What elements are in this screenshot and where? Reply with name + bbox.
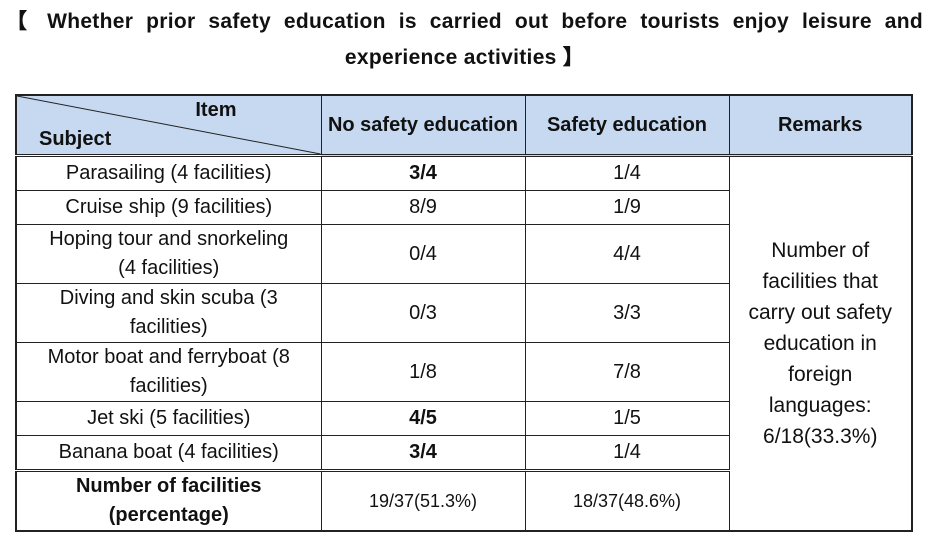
header-no-safety: No safety education (320, 94, 526, 157)
row-no-safety: 0/3 (320, 283, 526, 343)
row-safety: 3/3 (524, 283, 730, 343)
row-no-safety: 3/4 (320, 155, 526, 191)
total-label: Number of facilities (percentage) (15, 469, 322, 532)
table-title-line-2: experience activities 】 (344, 46, 585, 69)
row-no-safety: 8/9 (320, 190, 526, 225)
row-subject: Parasailing (4 facilities) (15, 155, 322, 191)
total-no-safety: 19/37(51.3%) (320, 469, 526, 532)
row-subject: Cruise ship (9 facilities) (15, 190, 322, 225)
table-row: Hoping tour and snorkeling (4 facilities… (15, 224, 912, 284)
row-subject: Jet ski (5 facilities) (15, 401, 322, 436)
total-safety: 18/37(48.6%) (524, 469, 730, 532)
header-remarks: Remarks (728, 94, 913, 157)
row-subject: Banana boat (4 facilities) (15, 435, 322, 471)
row-safety: 1/4 (524, 435, 730, 471)
row-safety: 7/8 (524, 342, 730, 402)
table-row: Motor boat and ferryboat (8 facilities) … (15, 342, 912, 402)
total-row: Number of facilities (percentage) 19/37(… (15, 469, 912, 532)
header-subject-label: Subject (39, 128, 112, 150)
table-row: Parasailing (4 facilities) 3/4 1/4 Numbe… (15, 155, 913, 532)
row-no-safety: 1/8 (320, 342, 526, 402)
safety-education-table: Item Subject No safety education Safety … (15, 94, 913, 532)
diagonal-divider (17, 96, 321, 154)
remarks-cell: Number of facilities that carry out safe… (728, 155, 913, 532)
table-title-line-1: 【 Whether prior safety education is carr… (6, 10, 923, 33)
row-no-safety: 4/5 (320, 401, 526, 436)
table-row: Jet ski (5 facilities) 4/5 1/5 (15, 401, 912, 436)
header-item-subject-cell: Item Subject (15, 94, 322, 157)
table-row: Diving and skin scuba (3 facilities) 0/3… (15, 283, 912, 343)
row-subject: Diving and skin scuba (3 facilities) (15, 283, 322, 343)
header-item-label: Item (195, 99, 237, 121)
row-safety: 1/4 (524, 155, 730, 191)
row-safety: 1/9 (524, 190, 730, 225)
table-row: Banana boat (4 facilities) 3/4 1/4 (15, 435, 912, 471)
row-subject: Motor boat and ferryboat (8 facilities) (15, 342, 322, 402)
header-row: Item Subject No safety education Safety … (15, 94, 913, 157)
row-safety: 1/5 (524, 401, 730, 436)
row-no-safety: 0/4 (320, 224, 526, 284)
row-no-safety: 3/4 (320, 435, 526, 471)
table-title: 【 Whether prior safety education is carr… (0, 4, 929, 76)
row-safety: 4/4 (524, 224, 730, 284)
row-subject: Hoping tour and snorkeling (4 facilities… (15, 224, 322, 284)
header-safety: Safety education (524, 94, 730, 157)
